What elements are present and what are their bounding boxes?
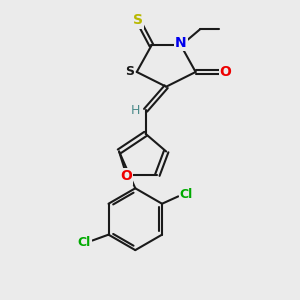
Text: O: O bbox=[220, 65, 232, 79]
Text: H: H bbox=[130, 104, 140, 117]
Text: N: N bbox=[175, 36, 187, 50]
Text: O: O bbox=[121, 169, 132, 184]
Text: Cl: Cl bbox=[180, 188, 193, 201]
Text: S: S bbox=[133, 14, 143, 27]
Text: Cl: Cl bbox=[77, 236, 91, 248]
Text: S: S bbox=[125, 65, 134, 79]
